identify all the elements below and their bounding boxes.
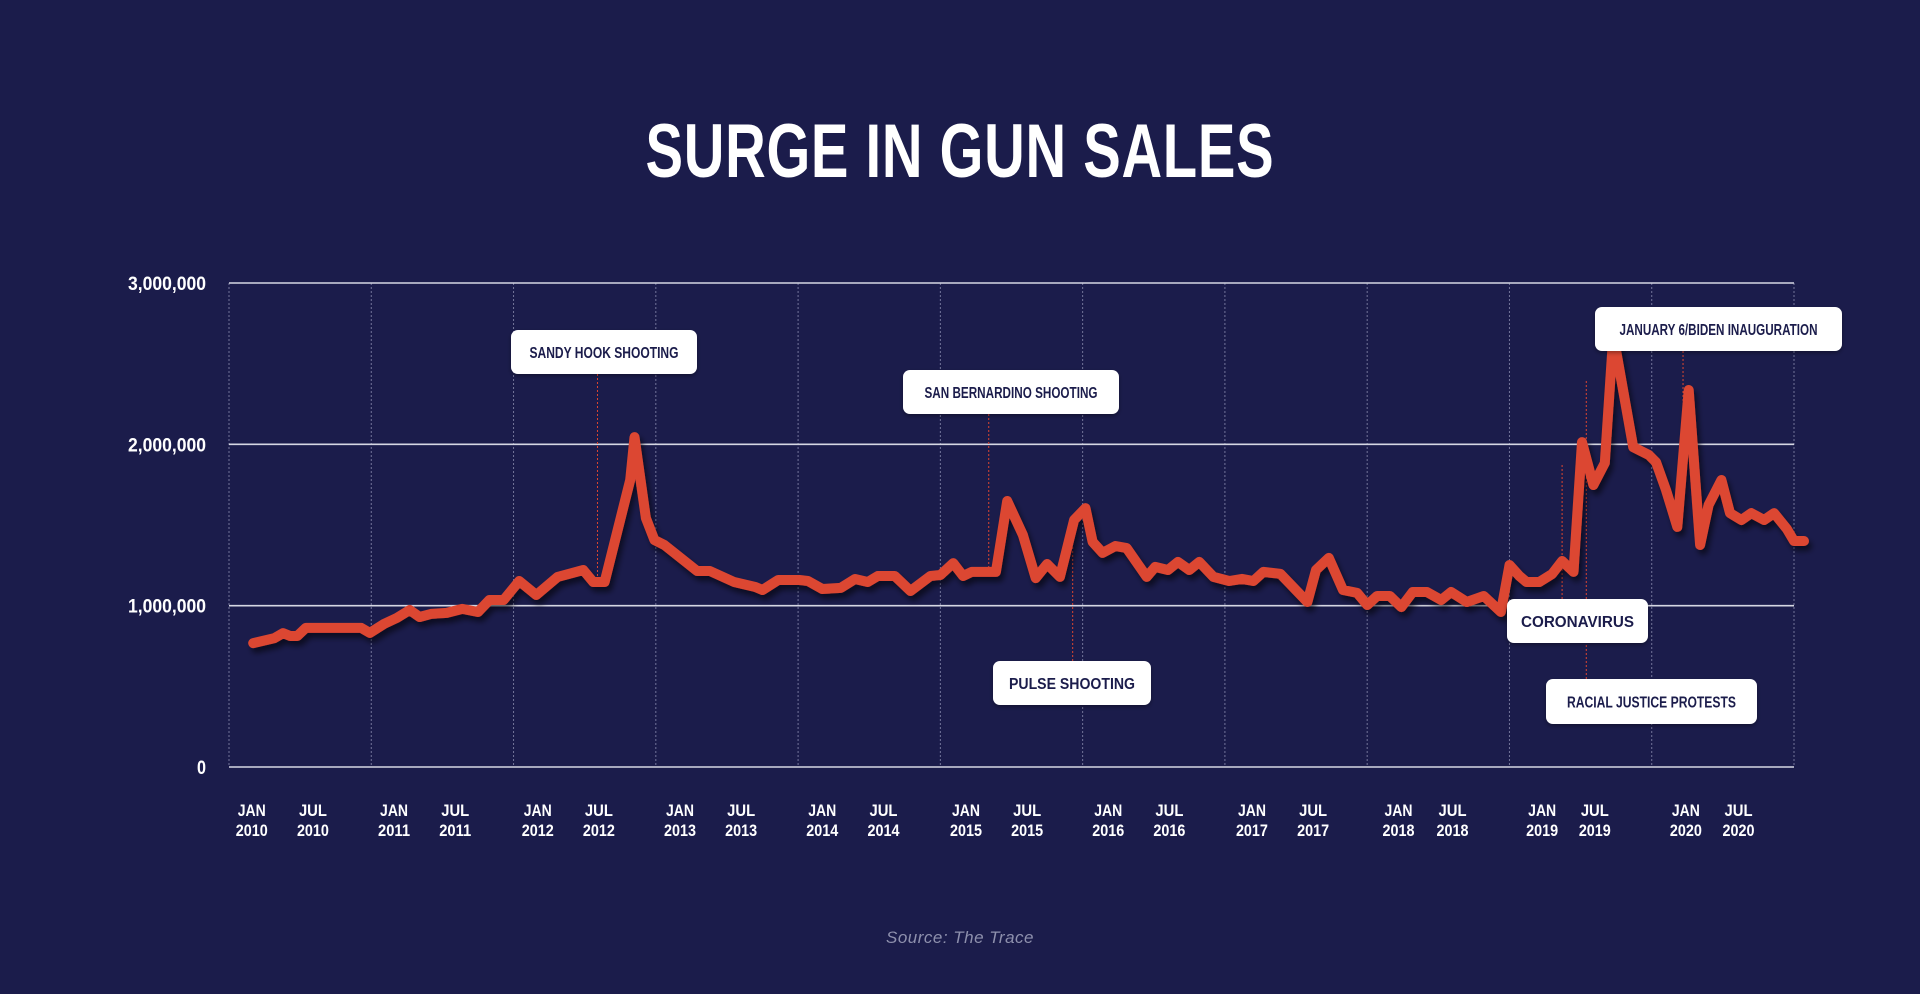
- x-tick-year: 2011: [378, 821, 410, 840]
- annotation-label: JANUARY 6/BIDEN INAUGURATION: [1620, 322, 1818, 339]
- x-tick-month: JAN: [1384, 801, 1412, 820]
- annotation-box: [1595, 307, 1842, 351]
- y-tick-label: 0: [197, 758, 206, 779]
- x-tick-month: JAN: [524, 801, 552, 820]
- annotation-label: PULSE SHOOTING: [1009, 676, 1135, 693]
- y-tick-label: 1,000,000: [128, 597, 206, 618]
- x-tick-year: 2016: [1153, 821, 1185, 840]
- y-tick-label: 2,000,000: [128, 435, 206, 456]
- y-axis-ticks: 0 1,000,000 2,000,000 3,000,000: [128, 274, 206, 779]
- x-tick-month: JUL: [1299, 801, 1327, 820]
- x-tick-year: 2013: [664, 821, 696, 840]
- x-tick-year: 2011: [439, 821, 471, 840]
- annotation-box: [993, 661, 1151, 705]
- y-tick-label: 3,000,000: [128, 274, 206, 295]
- chart-title-text: SURGE IN GUN SALES: [645, 109, 1275, 194]
- x-tick-year: 2019: [1579, 821, 1611, 840]
- annotation-label: SANDY HOOK SHOOTING: [530, 345, 679, 362]
- x-tick-month: JUL: [1439, 801, 1467, 820]
- x-tick-month: JUL: [1725, 801, 1753, 820]
- x-tick-month: JAN: [1094, 801, 1122, 820]
- x-tick-year: 2010: [297, 821, 329, 840]
- annotation-label: RACIAL JUSTICE PROTESTS: [1567, 695, 1736, 712]
- x-tick-month: JAN: [238, 801, 266, 820]
- x-tick-month: JUL: [1155, 801, 1183, 820]
- series-group: [248, 329, 1809, 649]
- x-tick-month: JAN: [808, 801, 836, 820]
- x-tick-month: JUL: [585, 801, 613, 820]
- x-tick-year: 2019: [1526, 821, 1558, 840]
- annotation-callout: SANDY HOOK SHOOTING: [511, 330, 697, 374]
- x-tick-year: 2020: [1670, 821, 1702, 840]
- annotation-callout: RACIAL JUSTICE PROTESTS: [1546, 679, 1757, 724]
- annotation-callout: SAN BERNARDINO SHOOTING: [903, 370, 1119, 414]
- x-tick-month: JUL: [869, 801, 897, 820]
- x-tick-year: 2013: [725, 821, 757, 840]
- x-tick-month: JAN: [1238, 801, 1266, 820]
- annotation-box: [1507, 599, 1648, 643]
- chart-title: SURGE IN GUN SALES: [0, 108, 1920, 196]
- x-tick-month: JUL: [1013, 801, 1041, 820]
- annotation-callout: JANUARY 6/BIDEN INAUGURATION: [1595, 307, 1842, 351]
- x-tick-month: JAN: [952, 801, 980, 820]
- annotation-box: [903, 370, 1119, 414]
- x-tick-year: 2015: [1011, 821, 1043, 840]
- annotation-callout: PULSE SHOOTING: [993, 661, 1151, 705]
- x-tick-year: 2012: [583, 821, 615, 840]
- x-tick-year: 2018: [1437, 821, 1469, 840]
- x-tick-month: JUL: [727, 801, 755, 820]
- x-tick-year: 2020: [1723, 821, 1755, 840]
- x-tick-year: 2018: [1382, 821, 1414, 840]
- x-tick-year: 2015: [950, 821, 982, 840]
- x-tick-year: 2014: [806, 821, 838, 840]
- x-tick-month: JAN: [1672, 801, 1700, 820]
- x-tick-month: JUL: [441, 801, 469, 820]
- x-tick-year: 2016: [1092, 821, 1124, 840]
- x-tick-year: 2012: [522, 821, 554, 840]
- annotations: SANDY HOOK SHOOTING SAN BERNARDINO SHOOTI…: [511, 307, 1842, 724]
- annotation-label: CORONAVIRUS: [1521, 614, 1634, 631]
- x-tick-year: 2017: [1297, 821, 1329, 840]
- x-tick-month: JUL: [1581, 801, 1609, 820]
- annotation-callout: CORONAVIRUS: [1507, 599, 1648, 643]
- x-tick-month: JAN: [1528, 801, 1556, 820]
- source-note: Source: The Trace: [885, 928, 1035, 947]
- series-line-gun-sales: [248, 329, 1809, 649]
- annotation-label: SAN BERNARDINO SHOOTING: [925, 385, 1098, 402]
- x-tick-year: 2014: [867, 821, 899, 840]
- annotation-box: [1546, 679, 1757, 724]
- x-tick-month: JUL: [299, 801, 327, 820]
- x-tick-month: JAN: [666, 801, 694, 820]
- x-tick-year: 2017: [1236, 821, 1268, 840]
- x-axis-ticks: JAN2010JUL2010JAN2011JUL2011JAN2012JUL20…: [236, 801, 1755, 840]
- x-tick-month: JAN: [380, 801, 408, 820]
- x-tick-year: 2010: [236, 821, 268, 840]
- annotation-box: [511, 330, 697, 374]
